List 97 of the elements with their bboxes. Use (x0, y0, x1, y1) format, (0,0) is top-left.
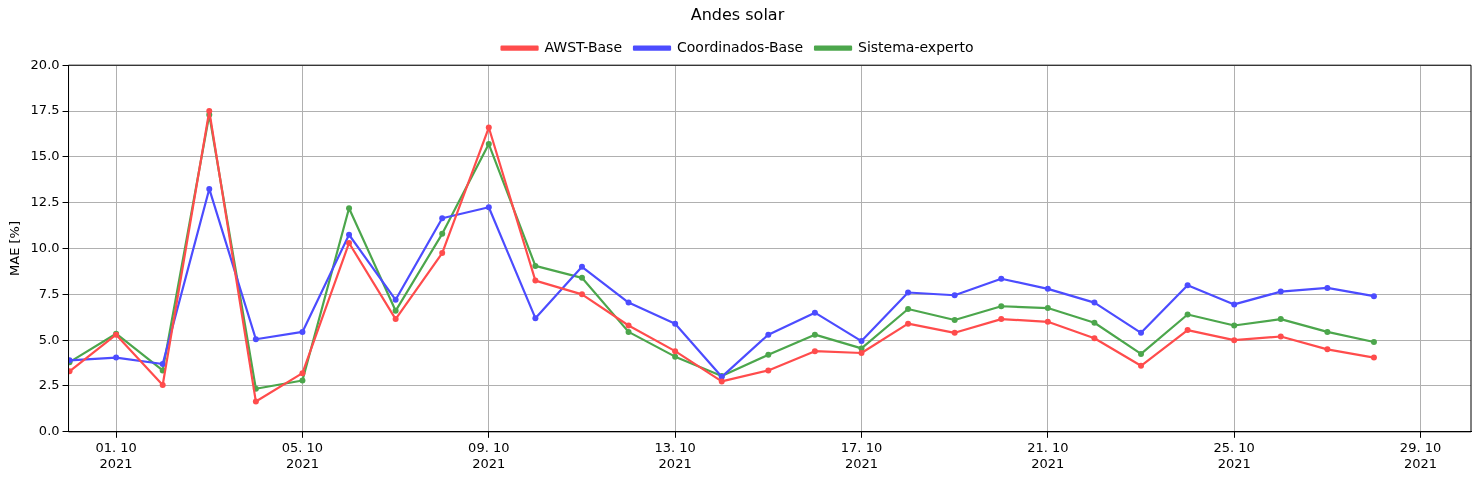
x-tick-label: 21. 10 2021 (1027, 439, 1069, 471)
point (625, 299, 632, 306)
x-tick-label: 29. 10 2021 (1399, 439, 1442, 471)
point (1231, 322, 1238, 329)
y-tick-label: 10.0 (30, 239, 60, 255)
point (578, 274, 585, 281)
point (1091, 335, 1098, 342)
point (1091, 319, 1098, 326)
point (998, 316, 1005, 323)
x-tick-label: 09. 10 2021 (468, 439, 510, 471)
point (206, 185, 213, 192)
legend-label: Sistema-experto (858, 38, 974, 55)
point (485, 204, 492, 211)
point (159, 360, 166, 367)
point (1184, 311, 1191, 318)
point (346, 231, 353, 238)
point (159, 382, 166, 389)
point (1370, 293, 1377, 300)
point (346, 205, 353, 212)
point (439, 215, 446, 222)
y-axis-title: MAE [%] (7, 221, 23, 276)
point (1324, 346, 1331, 353)
point (672, 348, 679, 355)
point (951, 329, 958, 336)
point (1277, 333, 1284, 340)
point (578, 291, 585, 298)
point (1231, 301, 1238, 308)
x-tick-label: 13. 10 2021 (654, 439, 696, 471)
point (1184, 327, 1191, 334)
point (485, 141, 492, 148)
point (951, 316, 958, 323)
point (392, 307, 399, 314)
point (532, 277, 539, 284)
x-tick-label: 25. 10 2021 (1213, 439, 1255, 471)
point (1277, 288, 1284, 295)
point (858, 349, 865, 356)
point (485, 124, 492, 131)
point (1044, 318, 1051, 325)
point (1324, 328, 1331, 335)
point (1138, 329, 1145, 336)
y-tick-label: 12.5 (30, 194, 60, 210)
point (625, 322, 632, 329)
point (578, 263, 585, 270)
point (811, 309, 818, 316)
point (439, 250, 446, 257)
point (439, 230, 446, 237)
point (1184, 282, 1191, 289)
y-tick-label: 5.0 (38, 331, 60, 347)
point (299, 328, 306, 335)
point (951, 292, 958, 299)
point (1091, 299, 1098, 306)
point (1277, 316, 1284, 323)
point (998, 303, 1005, 310)
point (905, 305, 912, 312)
point (858, 338, 865, 345)
point (905, 289, 912, 296)
x-tick-label: 17. 10 2021 (840, 439, 883, 471)
point (532, 315, 539, 322)
y-tick-label: 0.0 (38, 423, 60, 439)
point (299, 377, 306, 384)
legend-label: Coordinados-Base (677, 38, 804, 55)
x-tick-label: 01. 10 2021 (95, 439, 137, 471)
point (765, 331, 772, 338)
chart-title: Andes solar (690, 4, 785, 24)
point (1324, 284, 1331, 291)
point (113, 354, 120, 361)
point (1370, 354, 1377, 361)
point (672, 353, 679, 360)
point (672, 320, 679, 327)
point (392, 296, 399, 303)
point (625, 328, 632, 335)
point (346, 240, 353, 246)
point (905, 320, 912, 327)
point (1138, 362, 1145, 369)
x-tick-label: 05. 10 2021 (281, 439, 324, 471)
point (1044, 285, 1051, 292)
point (392, 316, 399, 323)
y-tick-label: 2.5 (38, 377, 60, 393)
point (1044, 305, 1051, 312)
point (765, 351, 772, 358)
point (1138, 350, 1145, 357)
point (811, 348, 818, 355)
y-tick-label: 17.5 (30, 102, 60, 118)
point (1231, 337, 1238, 344)
y-tick-label: 7.5 (38, 285, 60, 301)
y-tick-label: 20.0 (30, 56, 60, 72)
point (252, 336, 259, 343)
point (252, 398, 259, 405)
point (1370, 338, 1377, 345)
point (299, 370, 306, 377)
point (718, 378, 725, 385)
point (811, 331, 818, 338)
point (532, 262, 539, 269)
legend-label: AWST-Base (544, 38, 623, 55)
y-tick-label: 15.0 (30, 148, 60, 164)
point (998, 275, 1005, 282)
point (765, 367, 772, 374)
